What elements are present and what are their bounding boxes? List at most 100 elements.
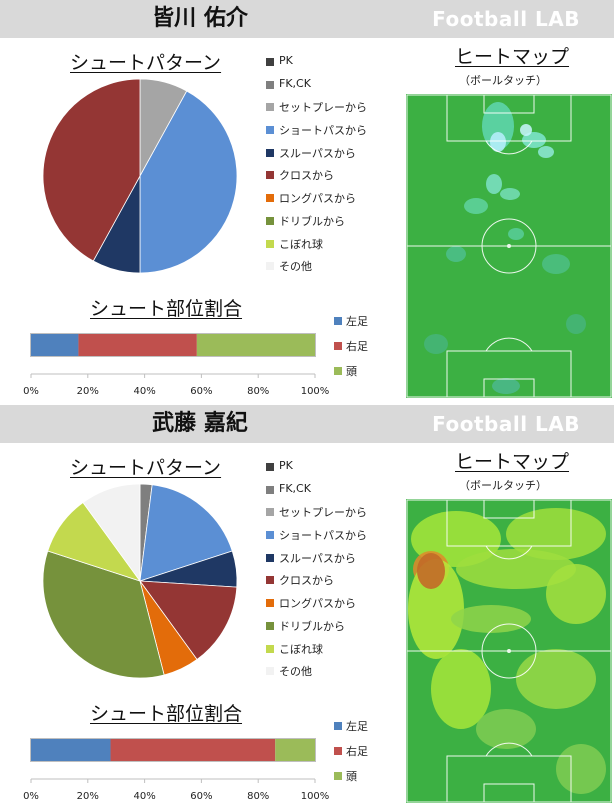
legend-label: ドリブルから — [279, 214, 345, 228]
bar-legend-swatch — [334, 722, 342, 730]
player-block-1: 皆川 佑介 Football LAB シュートパターン PK FK,CK セットプレ… — [0, 0, 614, 398]
legend-swatch — [266, 576, 274, 585]
pie-slice-2-9 — [82, 483, 141, 583]
bar-segment-左足 — [31, 334, 79, 356]
bar-tick-label: 40% — [133, 386, 155, 397]
heatmap-title-2: ヒートマップ — [455, 451, 570, 473]
pitch-lines — [406, 94, 612, 398]
heat-blob — [508, 228, 524, 240]
bar-tick-label: 80% — [247, 791, 269, 802]
legend-label: セットプレーから — [279, 101, 367, 115]
legend-label: FK,CK — [279, 481, 311, 495]
heat-blob — [482, 102, 514, 150]
heat-blob — [464, 198, 488, 214]
player-name-1: 皆川 佑介 — [152, 6, 248, 31]
heat-blob — [492, 378, 520, 394]
bar-segment-頭 — [196, 334, 315, 356]
player-name-2: 武藤 嘉紀 — [152, 411, 248, 436]
bar-tick-label: 60% — [190, 791, 212, 802]
bar-segment-右足 — [78, 334, 197, 356]
legend-label: ショートパスから — [279, 124, 367, 138]
heat-blob — [566, 314, 586, 334]
legend-label: クロスから — [279, 169, 334, 183]
legend-swatch — [266, 599, 274, 608]
bar-tick-label: 40% — [133, 791, 155, 802]
bar-legend-swatch — [334, 317, 342, 325]
bar-segment-右足 — [110, 739, 276, 761]
body-part-title-1: シュート部位割合 — [90, 298, 243, 320]
heat-blobs — [424, 102, 586, 394]
legend-swatch — [266, 103, 274, 112]
player-header-2 — [0, 405, 614, 443]
legend-swatch — [266, 621, 274, 630]
bar-legend-label: 右足 — [346, 340, 368, 353]
shot-pattern-title-2: シュートパターン — [70, 457, 222, 479]
legend-swatch — [266, 126, 274, 135]
heatmap-pitch-2 — [406, 499, 612, 803]
bar-segment-頭 — [275, 739, 315, 761]
legend-swatch — [266, 508, 274, 517]
heatmap-title-1: ヒートマップ — [455, 46, 570, 68]
pie-slice-1-3 — [139, 90, 238, 274]
heat-blob — [520, 124, 532, 136]
legend-label: ドリブルから — [279, 619, 345, 633]
player-header-1 — [0, 0, 614, 38]
heatmap-subtitle-2: （ボールタッチ） — [459, 479, 547, 492]
legend-label: こぼれ球 — [279, 237, 323, 251]
bar-tick-label: 80% — [247, 386, 269, 397]
bar-frame — [30, 333, 316, 357]
bar-tick-label: 100% — [301, 386, 330, 397]
legend-swatch — [266, 553, 274, 562]
legend-swatch — [266, 239, 274, 248]
heat-blob — [490, 132, 506, 152]
shot-pattern-title-1: シュートパターン — [70, 52, 222, 74]
legend-swatch — [266, 644, 274, 653]
site-brand-2: Football LAB — [432, 412, 580, 436]
legend-swatch — [266, 262, 274, 271]
heat-blob — [431, 649, 491, 729]
pie-slice-1-5 — [42, 78, 141, 262]
legend-label: ロングパスから — [279, 597, 356, 611]
legend-label: スルーパスから — [279, 551, 356, 565]
site-brand-1: Football LAB — [432, 7, 580, 31]
heat-blob — [522, 132, 546, 148]
shot-pattern-pie-2 — [42, 483, 238, 679]
bar-tick-label: 0% — [23, 386, 39, 397]
body-part-bar-2: 0% 20% 40% 60% 80% 100% — [23, 738, 330, 802]
heat-blob — [556, 744, 606, 794]
heat-blob — [516, 649, 596, 709]
heat-blob — [446, 246, 466, 262]
legend-label: その他 — [279, 665, 312, 679]
legend-label: スルーパスから — [279, 146, 356, 160]
bar-legend-label: 左足 — [346, 720, 368, 733]
body-part-title-2: シュート部位割合 — [90, 703, 243, 725]
bar-tick-label: 60% — [190, 386, 212, 397]
heatmap-pitch-1 — [406, 94, 612, 398]
heatmap-subtitle-1: （ボールタッチ） — [459, 74, 547, 87]
legend-swatch — [266, 171, 274, 180]
bar-frame — [30, 738, 316, 762]
bar-tick-label: 0% — [23, 791, 39, 802]
bar-legend-label: 頭 — [346, 770, 357, 783]
legend-swatch — [266, 58, 274, 66]
heat-blob — [456, 549, 576, 589]
legend-label: クロスから — [279, 574, 334, 588]
player-block-2: 武藤 嘉紀 Football LAB シュートパターン PK FK,CK セットプレ… — [0, 405, 614, 810]
heat-blob — [476, 709, 536, 749]
heat-blob — [451, 605, 531, 633]
legend-swatch — [266, 485, 274, 494]
legend-swatch — [266, 463, 274, 471]
heat-blob — [500, 188, 520, 200]
bar-legend-label: 右足 — [346, 745, 368, 758]
heat-hotspot — [417, 553, 445, 589]
bar-legend-swatch — [334, 367, 342, 375]
legend-label: ロングパスから — [279, 192, 356, 206]
pie-slice-2-3 — [139, 484, 233, 582]
bar-segment-左足 — [31, 739, 111, 761]
legend-label: FK,CK — [279, 76, 311, 90]
heat-blob — [538, 146, 554, 158]
bar-legend-swatch — [334, 772, 342, 780]
pie-slice-2-7 — [42, 550, 165, 679]
legend-swatch — [266, 80, 274, 89]
bar-tick-label: 100% — [301, 791, 330, 802]
